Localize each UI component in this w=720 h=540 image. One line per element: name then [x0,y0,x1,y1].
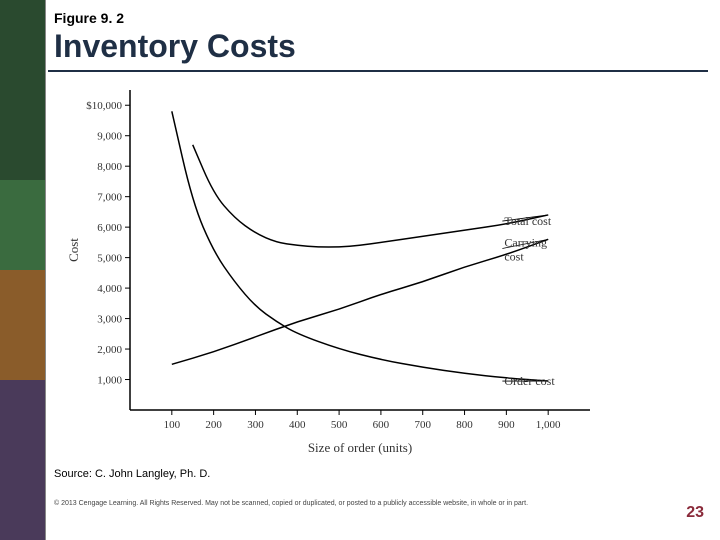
figure-label: Figure 9. 2 [54,10,124,26]
decorative-sidebar [0,0,46,540]
svg-text:700: 700 [414,419,431,431]
svg-text:Total cost: Total cost [504,214,551,228]
svg-text:5,000: 5,000 [97,253,122,265]
svg-text:9,000: 9,000 [97,131,122,143]
svg-text:cost: cost [504,249,524,263]
svg-text:Size of order (units): Size of order (units) [308,440,412,455]
page-title: Inventory Costs [54,28,296,65]
svg-text:4,000: 4,000 [97,283,122,295]
svg-text:200: 200 [205,419,222,431]
svg-text:400: 400 [289,419,306,431]
inventory-cost-chart: 1,000 2,000 3,000 4,000 5,000 6,000 7,000 8,000… [60,80,680,460]
svg-text:6,000: 6,000 [97,222,122,234]
svg-text:Cost: Cost [66,238,81,262]
svg-text:500: 500 [331,419,348,431]
copyright-line: © 2013 Cengage Learning. All Rights Rese… [54,500,528,507]
title-rule [48,70,708,72]
sidebar-segment [0,270,46,380]
svg-text:2,000: 2,000 [97,344,122,356]
svg-text:Carrying: Carrying [504,235,547,249]
svg-text:900: 900 [498,419,515,431]
svg-text:1,000: 1,000 [97,375,122,387]
svg-text:1,000: 1,000 [536,419,561,431]
source-line: Source: C. John Langley, Ph. D. [54,468,210,480]
svg-text:100: 100 [164,419,181,431]
svg-text:800: 800 [456,419,473,431]
svg-text:600: 600 [373,419,390,431]
svg-text:Order cost: Order cost [504,374,555,388]
sidebar-segment [0,380,46,540]
svg-text:3,000: 3,000 [97,314,122,326]
slide: Figure 9. 2 Inventory Costs 1,000 2,000 3,… [0,0,720,540]
svg-text:7,000: 7,000 [97,192,122,204]
sidebar-segment [0,180,46,270]
svg-text:8,000: 8,000 [97,161,122,173]
svg-text:$10,000: $10,000 [86,100,122,112]
sidebar-segment [0,0,46,180]
svg-text:300: 300 [247,419,264,431]
page-number: 23 [686,504,704,522]
